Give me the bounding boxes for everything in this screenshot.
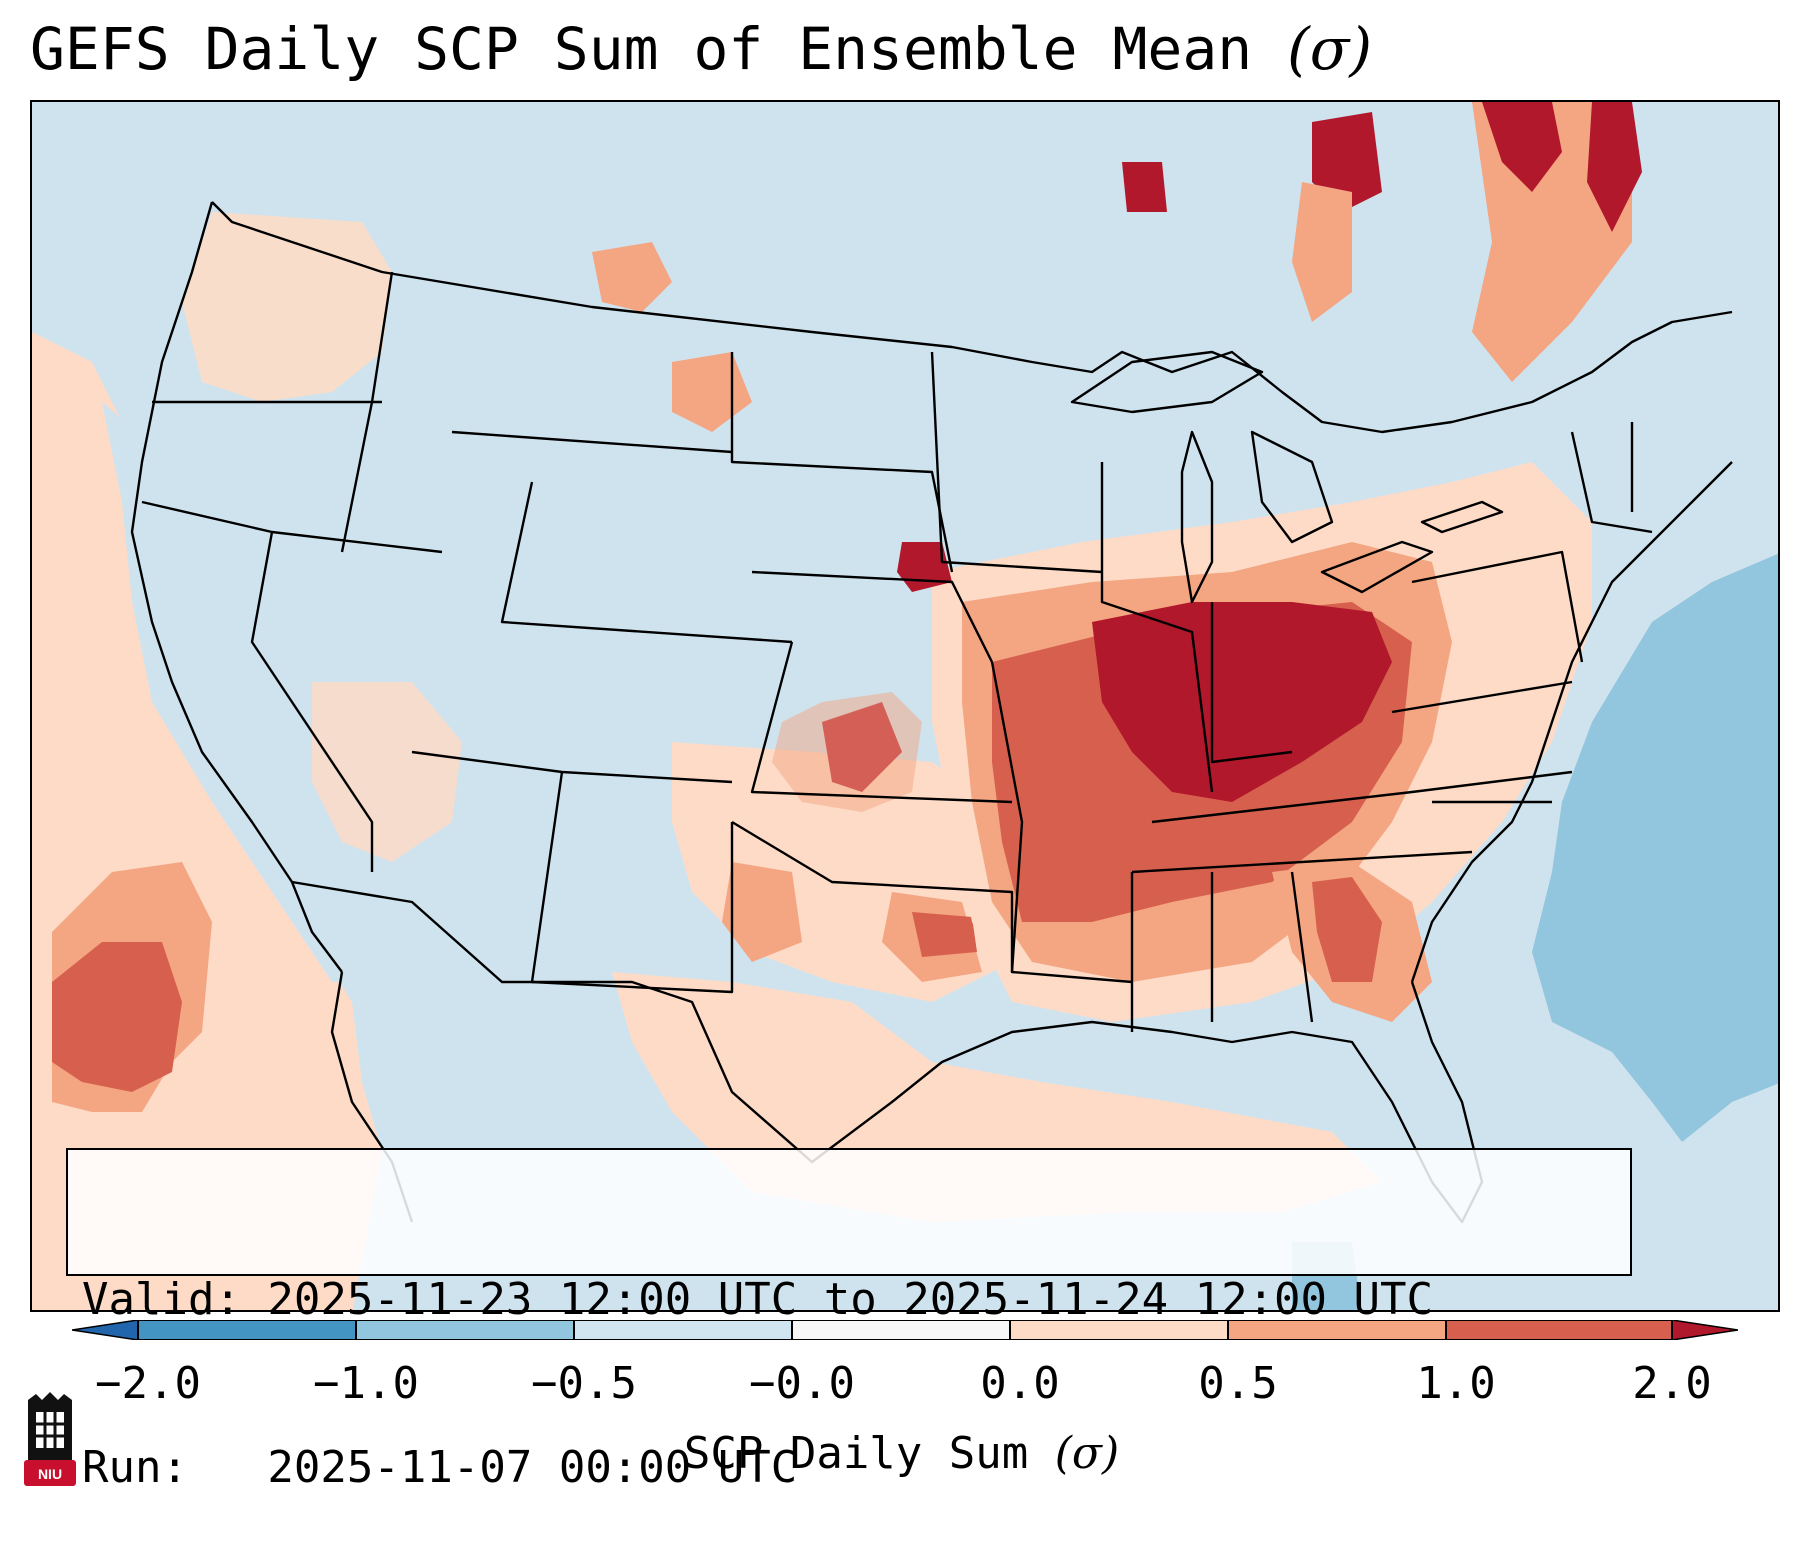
chart-title-sigma: (σ) bbox=[1287, 15, 1372, 83]
political-borders bbox=[130, 201, 1733, 1224]
niu-logo-banner bbox=[24, 1460, 76, 1486]
state-line-mt-wy bbox=[451, 430, 733, 454]
colorbar bbox=[72, 1320, 1738, 1340]
valid-time-line: Valid: 2025-11-23 12:00 UTC to 2025-11-2… bbox=[82, 1274, 1434, 1325]
texas-strong-patch bbox=[912, 912, 977, 957]
niu-logo-icon bbox=[24, 1392, 76, 1486]
west-coast-neutral-strip bbox=[102, 402, 367, 982]
colorbar-bin-neg2-neg1 bbox=[138, 1320, 356, 1340]
valid-run-info-box: Valid: 2025-11-23 12:00 UTC to 2025-11-2… bbox=[66, 1148, 1632, 1493]
colorbar-tick-label: −2.0 bbox=[95, 1358, 201, 1409]
colorbar-tick-label: 2.0 bbox=[1632, 1358, 1712, 1409]
colorbar-tick-label: 0.0 bbox=[980, 1358, 1060, 1409]
state-line-ky-tn bbox=[1151, 770, 1573, 824]
lake-erie bbox=[1320, 540, 1434, 594]
state-line-mo-ar bbox=[990, 661, 1133, 984]
state-line-tx-ok bbox=[731, 820, 1014, 972]
pacific-northwest-slight-positive bbox=[182, 212, 392, 402]
colorbar-bin-05-1 bbox=[1228, 1320, 1446, 1340]
chart-title: GEFS Daily SCP Sum of Ensemble Mean (σ) bbox=[30, 15, 1372, 83]
us-canada-border bbox=[211, 201, 1733, 434]
state-line-il-in bbox=[1100, 462, 1214, 793]
gulf-coastline bbox=[891, 981, 1484, 1224]
colorbar-tick-label: −1.0 bbox=[313, 1358, 419, 1409]
colorbar-label: SCP Daily Sum (σ) bbox=[0, 1428, 1803, 1479]
ontario-positive-halo bbox=[1292, 182, 1352, 322]
colorbar-bin-1-2 bbox=[1446, 1320, 1672, 1340]
lake-superior-north-patch bbox=[1122, 162, 1167, 212]
state-line-in-oh bbox=[1210, 602, 1293, 764]
montana-moderate-positive-patches bbox=[592, 242, 752, 432]
lake-huron bbox=[1250, 430, 1334, 544]
state-line-ks-ok bbox=[750, 641, 1013, 804]
ontario-strong-positive-patch bbox=[1312, 112, 1382, 212]
colorbar-under-extension bbox=[72, 1320, 139, 1340]
run-time-line: Run: 2025-11-07 00:00 UTC bbox=[82, 1442, 798, 1493]
colorbar-bin-0-05 bbox=[1010, 1320, 1228, 1340]
chart-title-text: GEFS Daily SCP Sum of Ensemble Mean bbox=[30, 15, 1253, 83]
colorbar-tick-label: 0.5 bbox=[1198, 1358, 1278, 1409]
state-line-nd-sd bbox=[730, 352, 954, 573]
colorbar-tick-label: 1.0 bbox=[1416, 1358, 1496, 1409]
state-line-nm-tx bbox=[530, 771, 734, 994]
colorbar-tick-label: −0.5 bbox=[531, 1358, 637, 1409]
colorbar-over-extension bbox=[1671, 1320, 1738, 1340]
state-line-pa-ny bbox=[1411, 550, 1584, 663]
colorbar-ticks bbox=[137, 1320, 1673, 1340]
state-line-nv-ca bbox=[250, 531, 374, 872]
colorbar-bin-neg0-0 bbox=[792, 1320, 1010, 1340]
state-line-va-nc bbox=[1391, 680, 1573, 714]
state-line-new-england bbox=[1570, 422, 1653, 534]
state-line-mn-ia bbox=[930, 351, 1103, 574]
colorbar-label-text: SCP Daily Sum bbox=[683, 1428, 1029, 1479]
lake-ontario bbox=[1420, 500, 1504, 534]
state-line-id-mt bbox=[340, 271, 394, 553]
state-line-tn-ga bbox=[1131, 850, 1473, 874]
atlantic-negative-region bbox=[1532, 553, 1778, 1142]
us-mexico-border bbox=[291, 880, 943, 1164]
colorbar-bin-neg05-neg0 bbox=[574, 1320, 792, 1340]
lake-michigan bbox=[1180, 430, 1214, 604]
niu-logo-text: NIU bbox=[37, 1466, 63, 1482]
southwest-slight-positive bbox=[312, 682, 462, 862]
colorbar-tick-label: −0.0 bbox=[749, 1358, 855, 1409]
colorbar-label-sigma: (σ) bbox=[1054, 1428, 1120, 1479]
state-line-wy-co bbox=[500, 481, 793, 644]
ohio-valley-strong-positive-core bbox=[1092, 602, 1392, 802]
canada-northeast-strong-streaks bbox=[1482, 102, 1642, 232]
niu-logo-grid-lines bbox=[36, 1412, 64, 1448]
pacific-strong-positive-block bbox=[52, 942, 182, 1092]
state-line-ms-al bbox=[1130, 871, 1314, 1032]
niu-logo-window-grid bbox=[36, 1412, 64, 1448]
state-line-ne-ks bbox=[751, 570, 994, 663]
kansas-positive-halo bbox=[772, 692, 922, 812]
east-coastline bbox=[1410, 461, 1733, 983]
colorbar-bin-neg1-neg05 bbox=[356, 1320, 574, 1340]
southeast-strong-positive-band bbox=[1312, 877, 1382, 982]
lake-superior bbox=[1070, 350, 1264, 414]
texas-moderate-positive-patches bbox=[722, 862, 982, 982]
west-coastline bbox=[130, 201, 343, 973]
map-panel bbox=[30, 100, 1780, 1312]
map-svg bbox=[32, 102, 1778, 1310]
